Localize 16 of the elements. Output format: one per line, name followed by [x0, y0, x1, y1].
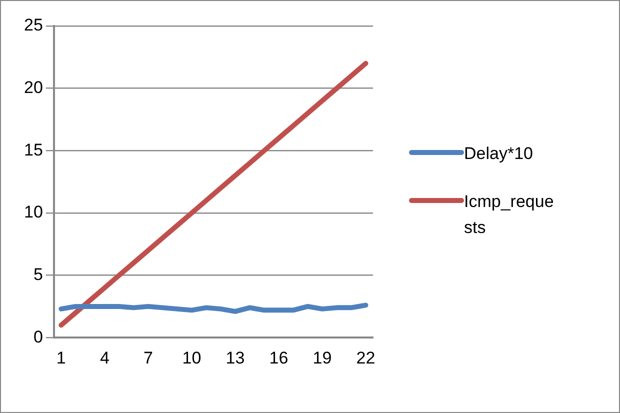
y-tick-label: 15: [24, 140, 43, 160]
x-tick-label: 10: [182, 348, 202, 368]
x-tick-label: 16: [269, 348, 288, 368]
legend-label: Icmp_requests: [464, 191, 555, 239]
y-tick-label: 10: [24, 202, 43, 222]
y-tick-label: 25: [24, 16, 43, 35]
x-tick-label: 4: [100, 348, 110, 368]
x-tick-label: 1: [56, 348, 66, 368]
x-tick-label: 7: [143, 348, 153, 368]
x-tick-label: 22: [356, 348, 376, 368]
x-tick-label: 19: [312, 348, 332, 368]
legend-label: Delay*10: [464, 143, 534, 165]
x-tick-label: 13: [226, 348, 245, 368]
y-tick-label: 20: [24, 78, 43, 98]
y-tick-label: 0: [33, 327, 43, 346]
y-tick-label: 5: [33, 264, 43, 284]
